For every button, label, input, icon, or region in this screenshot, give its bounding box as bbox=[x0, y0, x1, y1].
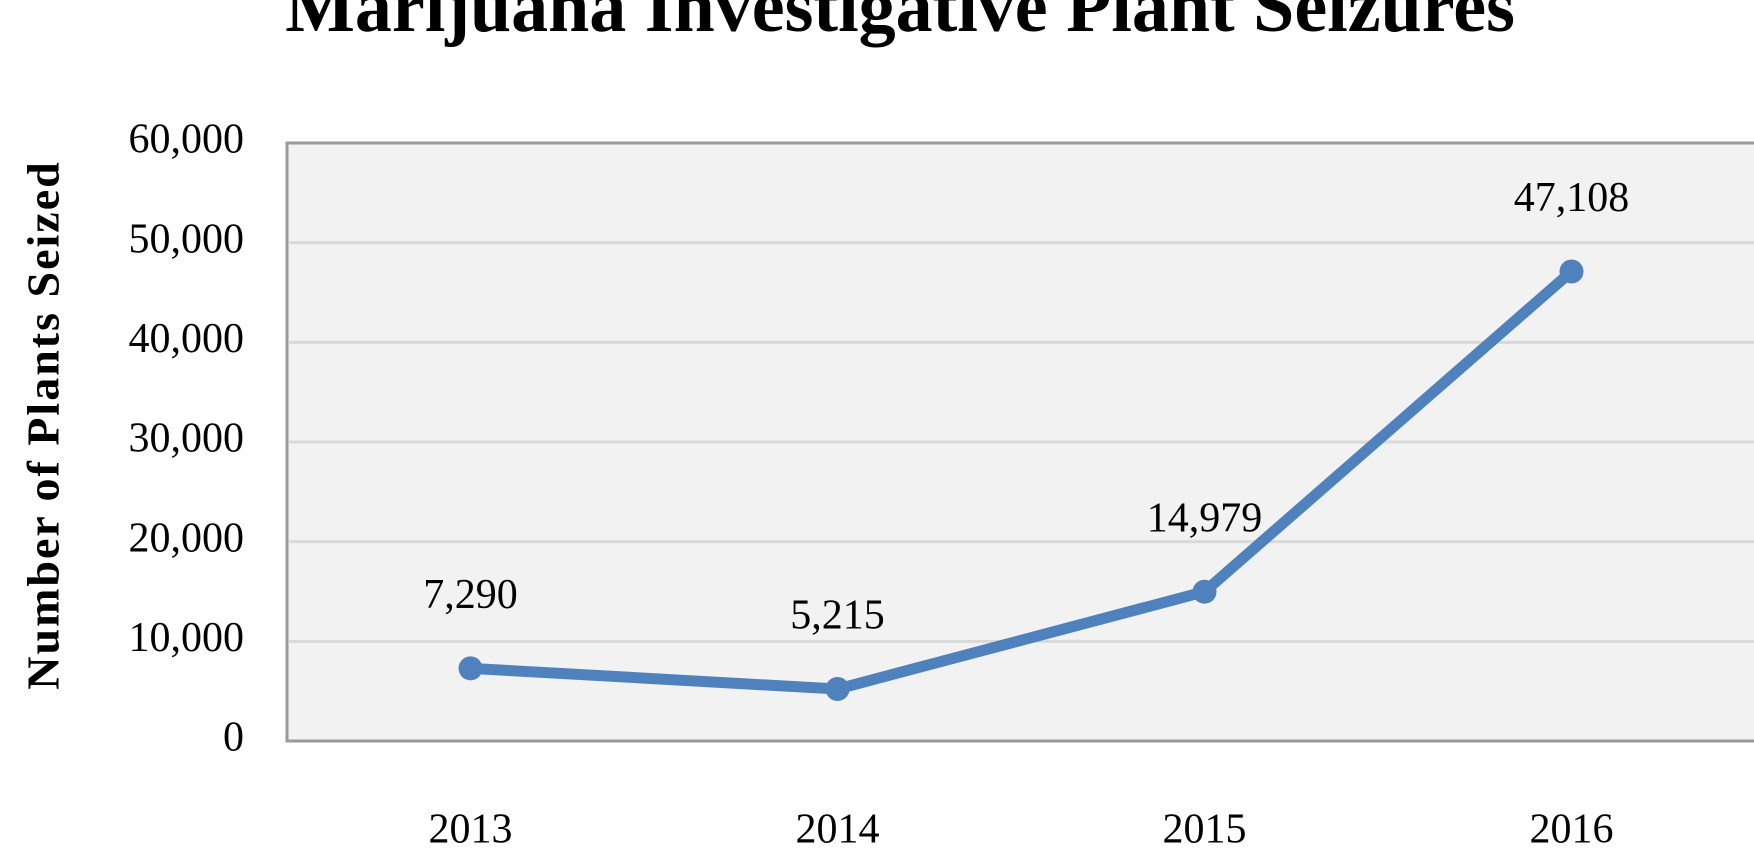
marker bbox=[825, 677, 850, 702]
data-label: 47,108 bbox=[1514, 175, 1630, 221]
data-label: 5,215 bbox=[790, 593, 885, 639]
marker bbox=[1192, 579, 1217, 604]
chart-title: Marijuana Investigative Plant Seizures bbox=[285, 0, 1515, 48]
x-tick-label: 2014 bbox=[796, 807, 880, 853]
x-tick-label: 2013 bbox=[429, 807, 513, 853]
y-tick-label: 0 bbox=[223, 715, 244, 761]
x-tick-label: 2016 bbox=[1530, 807, 1614, 853]
x-tick-label: 2015 bbox=[1163, 807, 1247, 853]
line bbox=[470, 267, 1576, 695]
y-tick-label: 40,000 bbox=[129, 316, 245, 362]
marker bbox=[1559, 259, 1584, 284]
y-tick-label: 60,000 bbox=[129, 117, 245, 163]
data-label: 7,290 bbox=[423, 572, 518, 618]
y-tick-label: 10,000 bbox=[129, 615, 245, 661]
y-tick-label: 30,000 bbox=[129, 416, 245, 462]
y-axis-label: Number of Plants Seized bbox=[18, 160, 69, 689]
data-label: 14,979 bbox=[1147, 495, 1263, 541]
y-tick-label: 50,000 bbox=[129, 216, 245, 262]
y-tick-label: 20,000 bbox=[129, 515, 245, 561]
marker bbox=[458, 656, 483, 681]
